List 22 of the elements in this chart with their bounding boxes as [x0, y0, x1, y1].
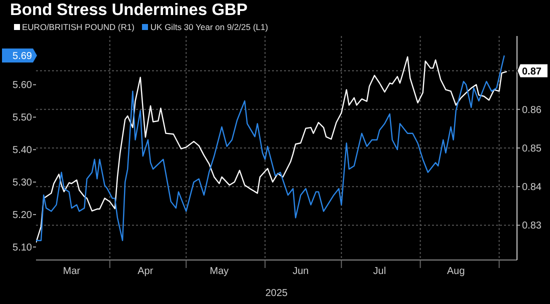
y-tick-label: 5.10: [12, 242, 32, 254]
y-tick-label: 5.60: [12, 80, 32, 92]
y2-tick-label: 0.86: [522, 104, 542, 116]
y-tick-label: 5.20: [12, 210, 32, 222]
y-tick-label: 5.69: [12, 50, 32, 62]
y2-tick-label: 0.83: [522, 220, 542, 232]
x-axis-title: 2025: [265, 288, 288, 299]
y-tick-label: 5.50: [12, 112, 32, 124]
x-tick-label: Jun: [292, 266, 309, 277]
x-tick-label: Mar: [63, 266, 81, 277]
y2-tick-label: 0.84: [522, 182, 542, 194]
chart-title: Bond Stress Undermines GBP: [10, 1, 248, 20]
x-tick-label: Jul: [373, 266, 386, 277]
x-tick-label: May: [210, 266, 229, 277]
y-tick-label: 5.40: [12, 145, 32, 156]
x-tick-label: Aug: [447, 266, 465, 277]
legend-label: UK Gilts 30 Year on 9/2/25 (L1): [150, 22, 268, 32]
y2-tick-label: 0.85: [522, 144, 542, 154]
y2-tick-label: 0.87: [522, 66, 542, 78]
x-tick-label: Apr: [138, 266, 154, 277]
y-tick-label: 5.30: [12, 178, 32, 189]
legend-label: EURO/BRITISH POUND (R1): [22, 22, 134, 32]
